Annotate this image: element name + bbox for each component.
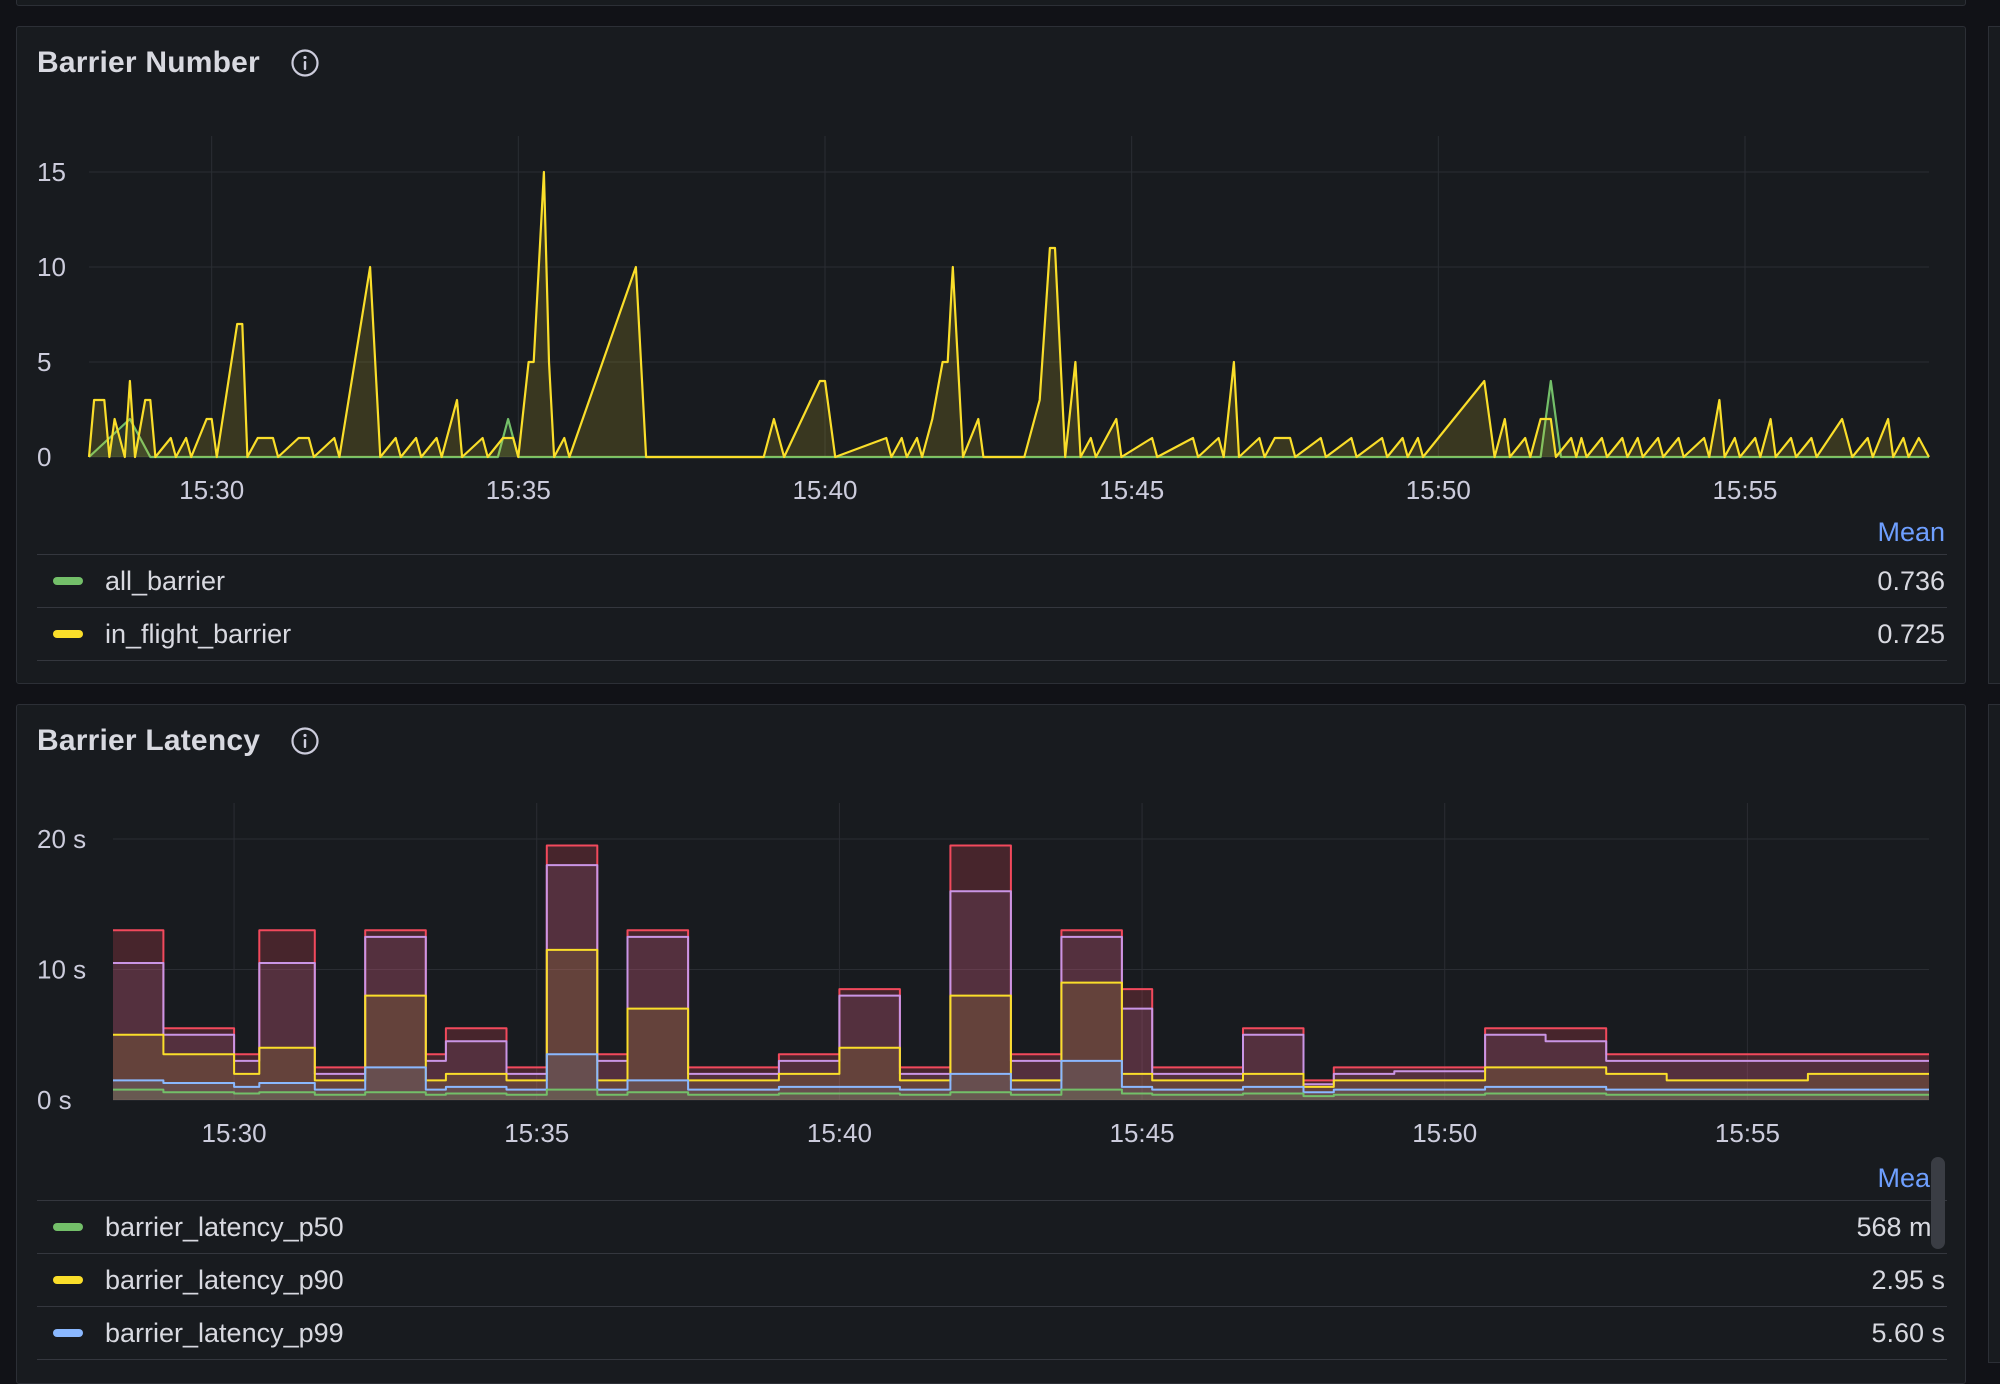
barrier-latency-panel: Barrier Latency 0 s 10 s 20 s 15:30 15:35 15:…: [16, 704, 1966, 1384]
legend-series-mean: 2.95 s: [1871, 1264, 1945, 1295]
legend-scrollbar[interactable]: [1931, 1157, 1945, 1249]
x-tick-label: 15:40: [807, 1118, 872, 1148]
adjacent-panel-edge-bottom: [1988, 704, 2000, 1363]
legend-swatch: [53, 1276, 83, 1284]
series-line-p90: [113, 948, 1929, 1088]
y-tick-label: 10 s: [37, 955, 86, 985]
x-tick-label: 15:35: [486, 475, 551, 505]
legend-series-name: in_flight_barrier: [105, 618, 292, 649]
legend-swatch: [53, 1223, 83, 1231]
barrier-latency-chart[interactable]: 0 s 10 s 20 s 15:30 15:35 15:40 15:45 15:50 15:5…: [17, 705, 1966, 1155]
series-line-p99: [113, 1053, 1929, 1094]
legend-swatch: [53, 630, 83, 638]
legend-sort-mean[interactable]: Mean: [1877, 517, 1945, 547]
legend-header: Mean: [37, 511, 1947, 555]
barrier-number-chart[interactable]: 0 5 10 15 15:30 15:35 15:40 15:45 15:50 15:55: [17, 27, 1966, 507]
series-area-in_flight_barrier: [89, 172, 1929, 457]
legend-item-in-flight-barrier[interactable]: in_flight_barrier 0.725: [37, 608, 1947, 661]
panel-title[interactable]: Barrier Latency: [37, 724, 261, 757]
legend-item-barrier-latency-p99[interactable]: barrier_latency_p99 5.60 s: [37, 1307, 1947, 1360]
legend-series-name: all_barrier: [105, 565, 226, 596]
series-area-p99: [113, 1054, 1929, 1100]
y-tick-label: 0 s: [37, 1085, 72, 1115]
legend-swatch: [53, 1329, 83, 1337]
y-tick-label: 5: [37, 347, 51, 377]
x-tick-label: 15:55: [1712, 475, 1777, 505]
legend-series-mean: 0.725: [1877, 618, 1945, 649]
panel-title[interactable]: Barrier Number: [37, 46, 260, 79]
info-icon[interactable]: [290, 726, 320, 756]
previous-panel-edge: [16, 0, 1966, 6]
legend: Mean barrier_latency_p50 568 ms barrier_…: [37, 1157, 1947, 1360]
x-tick-label: 15:30: [179, 475, 244, 505]
y-tick-label: 0: [37, 442, 51, 472]
panel-header: Barrier Latency: [37, 721, 320, 761]
info-icon[interactable]: [290, 48, 320, 78]
legend-item-barrier-latency-p90[interactable]: barrier_latency_p90 2.95 s: [37, 1254, 1947, 1307]
series-line-p50: [113, 1088, 1929, 1098]
legend-item-barrier-latency-p50[interactable]: barrier_latency_p50 568 ms: [37, 1201, 1947, 1254]
y-tick-label: 10: [37, 252, 66, 282]
series-area-pmax: [113, 865, 1929, 1100]
legend-series-name: barrier_latency_p50: [105, 1211, 344, 1242]
panel-header: Barrier Number: [37, 43, 320, 83]
series-area-max: [113, 845, 1929, 1100]
legend-series-mean: 0.736: [1877, 565, 1945, 596]
x-tick-label: 15:40: [792, 475, 857, 505]
x-tick-label: 15:50: [1412, 1118, 1477, 1148]
series-area-p90: [113, 949, 1929, 1100]
legend-series-name: barrier_latency_p99: [105, 1317, 344, 1348]
legend: Mean all_barrier 0.736 in_flight_barrier…: [37, 511, 1947, 661]
legend-swatch: [53, 577, 83, 585]
legend-series-name: barrier_latency_p90: [105, 1264, 344, 1295]
x-tick-label: 15:50: [1406, 475, 1471, 505]
legend-item-all-barrier[interactable]: all_barrier 0.736: [37, 555, 1947, 608]
series-line-in_flight_barrier: [87, 170, 1930, 459]
adjacent-panel-edge-top: [1988, 26, 2000, 684]
x-tick-label: 15:45: [1110, 1118, 1175, 1148]
y-tick-label: 20 s: [37, 824, 86, 854]
x-tick-label: 15:35: [504, 1118, 569, 1148]
legend-series-mean: 5.60 s: [1871, 1317, 1945, 1348]
legend-header: Mean: [37, 1157, 1947, 1201]
x-tick-label: 15:55: [1715, 1118, 1780, 1148]
barrier-number-panel: Barrier Number 0 5 10 15 15:30 15:35 15:40 15:4…: [16, 26, 1966, 684]
x-tick-label: 15:45: [1099, 475, 1164, 505]
x-tick-label: 15:30: [202, 1118, 267, 1148]
y-tick-label: 15: [37, 157, 66, 187]
legend-series-mean: 568 ms: [1856, 1211, 1945, 1242]
